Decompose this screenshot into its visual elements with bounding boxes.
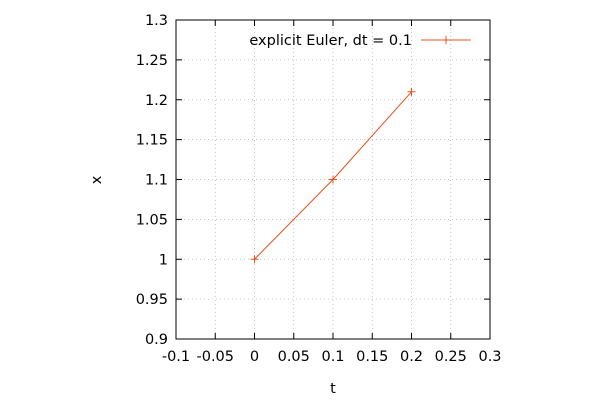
data-point-marker [329,175,337,184]
y-tick-label: 1.1 [145,173,168,189]
y-tick-label: 1.25 [136,53,168,69]
x-tick-labels: -0.1 -0.05 0 0.05 0.1 0.15 0.2 0.25 0.3 [162,349,502,365]
x-axis-title: t [330,381,336,397]
x-tick-label: 0.1 [321,349,344,365]
legend-swatch-marker [442,36,450,44]
y-tick-label: 0.95 [136,292,168,308]
y-tick-label: 1.15 [136,133,168,149]
y-axis-title: x [89,175,105,184]
axis-ticks [175,19,491,340]
y-tick-label: 1.05 [136,212,168,228]
y-tick-label: 1.2 [145,93,168,109]
y-tick-labels: 0.9 0.95 1 1.05 1.1 1.15 1.2 1.25 1.3 [136,13,168,348]
series-layer [250,87,416,264]
x-tick-label: 0.25 [435,349,467,365]
x-tick-label: -0.1 [162,349,190,365]
y-tick-label: 1.3 [145,13,168,29]
data-point-marker [407,87,416,96]
data-point-marker [250,255,259,264]
x-tick-label: 0.3 [478,349,501,365]
x-tick-label: -0.05 [196,349,234,365]
x-tick-label: 0.15 [356,349,388,365]
y-tick-label: 1 [159,252,168,268]
x-tick-label: 0.05 [278,349,310,365]
x-tick-label: 0.2 [400,349,423,365]
y-tick-label: 0.9 [145,332,168,348]
legend: explicit Euler, dt = 0.1 [249,33,471,49]
x-tick-label: 0 [250,349,259,365]
legend-label: explicit Euler, dt = 0.1 [249,33,412,49]
